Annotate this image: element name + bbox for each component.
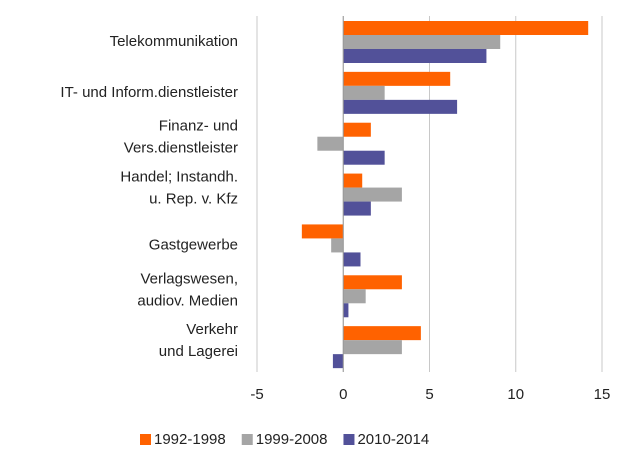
y-tick-label: Handel; Instandh. <box>120 169 238 186</box>
bar <box>343 122 371 137</box>
x-tick-label: 0 <box>339 386 347 403</box>
bar <box>343 303 349 318</box>
x-tick-label: -5 <box>250 386 263 403</box>
y-tick-label: Vers.dienstleister <box>124 140 238 157</box>
y-tick-label: Verlagswesen, <box>140 270 238 287</box>
y-tick-label: Finanz- und <box>159 118 238 135</box>
bar <box>343 150 385 165</box>
bar <box>343 35 501 49</box>
bar <box>343 49 487 63</box>
bar <box>343 85 385 100</box>
y-tick-label: Verkehr <box>186 321 238 338</box>
x-tick-label: 5 <box>425 386 433 403</box>
x-tick-label: 10 <box>507 386 524 403</box>
bar <box>343 71 451 86</box>
bar <box>343 21 589 35</box>
y-tick-label: und Lagerei <box>159 343 238 360</box>
y-tick-label: IT- und Inform.dienstleister <box>60 84 238 101</box>
bar <box>343 201 371 216</box>
bar <box>343 252 361 267</box>
legend-swatch <box>241 434 253 445</box>
bar <box>343 99 458 114</box>
legend-swatch <box>140 434 151 445</box>
y-tick-label: Telekommunikation <box>110 33 238 50</box>
bar <box>317 136 344 151</box>
bar <box>343 340 402 355</box>
bar <box>301 224 344 239</box>
bar <box>343 275 402 290</box>
legend-label: 2010-2014 <box>357 431 429 448</box>
y-tick-label: Gastgewerbe <box>149 236 238 253</box>
bar <box>343 289 366 304</box>
legend-label: 1992-1998 <box>154 431 226 448</box>
bar <box>343 173 363 188</box>
bar <box>332 354 344 369</box>
x-tick-label: 15 <box>594 386 611 403</box>
y-tick-label: u. Rep. v. Kfz <box>149 191 238 208</box>
legend-swatch <box>343 434 355 445</box>
bar <box>343 187 402 202</box>
bar <box>331 238 344 253</box>
bar <box>343 326 421 341</box>
y-tick-label: audiov. Medien <box>137 292 238 309</box>
legend-label: 1999-2008 <box>256 431 328 448</box>
